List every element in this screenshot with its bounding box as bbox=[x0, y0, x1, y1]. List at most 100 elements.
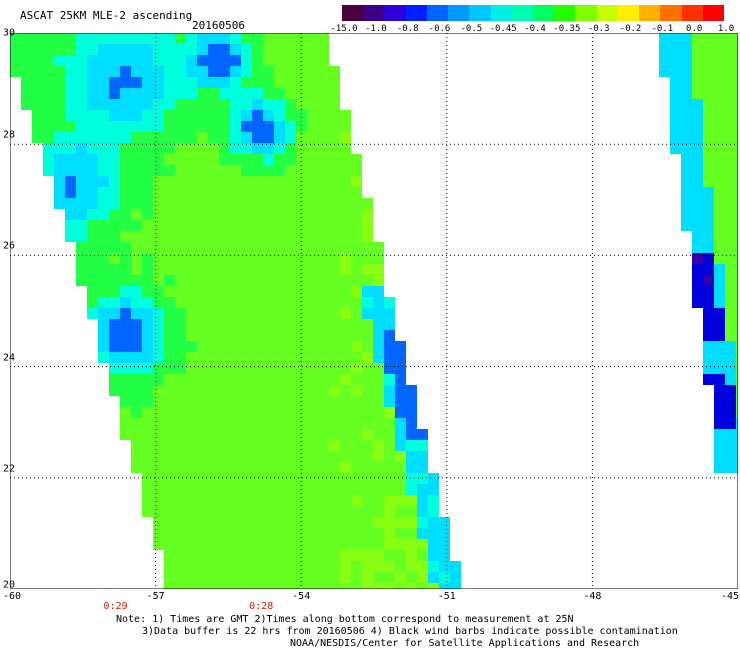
swath-cell bbox=[318, 121, 329, 132]
swath-cell bbox=[384, 473, 395, 484]
swath-cell bbox=[230, 66, 241, 77]
swath-cell bbox=[417, 495, 428, 506]
swath-cell bbox=[395, 396, 406, 407]
swath-cell bbox=[285, 429, 296, 440]
swath-cell bbox=[109, 242, 120, 253]
swath-cell bbox=[153, 242, 164, 253]
swath-cell bbox=[274, 275, 285, 286]
swath-cell bbox=[186, 33, 197, 44]
swath-cell bbox=[109, 220, 120, 231]
swath-cell bbox=[87, 66, 98, 77]
swath-cell bbox=[87, 44, 98, 55]
swath-cell bbox=[197, 33, 208, 44]
swath-cell bbox=[175, 198, 186, 209]
swath-cell bbox=[164, 319, 175, 330]
swath-cell bbox=[285, 374, 296, 385]
swath-cell bbox=[153, 231, 164, 242]
swath-cell bbox=[186, 495, 197, 506]
swath-cell bbox=[197, 99, 208, 110]
swath-cell bbox=[175, 165, 186, 176]
swath-cell bbox=[725, 319, 736, 330]
swath-cell bbox=[153, 121, 164, 132]
swath-cell bbox=[219, 396, 230, 407]
swath-cell bbox=[65, 110, 76, 121]
swath-cell bbox=[263, 33, 274, 44]
swath-cell bbox=[714, 132, 725, 143]
swath-cell bbox=[131, 308, 142, 319]
swath-cell bbox=[87, 143, 98, 154]
swath-cell bbox=[384, 506, 395, 517]
swath-cell bbox=[186, 297, 197, 308]
swath-cell bbox=[197, 352, 208, 363]
swath-cell bbox=[296, 407, 307, 418]
swath-cell bbox=[120, 187, 131, 198]
swath-cell bbox=[274, 363, 285, 374]
swath-cell bbox=[164, 506, 175, 517]
swath-cell bbox=[219, 154, 230, 165]
swath-cell bbox=[725, 396, 736, 407]
swath-cell bbox=[120, 330, 131, 341]
swath-cell bbox=[252, 297, 263, 308]
swath-cell bbox=[164, 176, 175, 187]
swath-cell bbox=[175, 55, 186, 66]
swath-cell bbox=[175, 77, 186, 88]
swath-cell bbox=[142, 165, 153, 176]
swath-cell bbox=[98, 154, 109, 165]
swath-cell bbox=[175, 319, 186, 330]
swath-cell bbox=[340, 143, 351, 154]
swath-cell bbox=[329, 352, 340, 363]
swath-cell bbox=[252, 583, 263, 589]
swath-cell bbox=[87, 220, 98, 231]
swath-cell bbox=[208, 110, 219, 121]
swath-cell bbox=[43, 154, 54, 165]
swath-cell bbox=[186, 352, 197, 363]
swath-cell bbox=[340, 396, 351, 407]
swath-cell bbox=[87, 198, 98, 209]
swath-cell bbox=[186, 176, 197, 187]
swath-cell bbox=[714, 66, 725, 77]
swath-cell bbox=[307, 561, 318, 572]
swath-cell bbox=[725, 330, 736, 341]
swath-cell bbox=[109, 132, 120, 143]
swath-cell bbox=[373, 528, 384, 539]
swath-cell bbox=[329, 121, 340, 132]
swath-cell bbox=[736, 198, 738, 209]
swath-cell bbox=[736, 341, 738, 352]
swath-cell bbox=[230, 462, 241, 473]
swath-cell bbox=[362, 484, 373, 495]
swath-cell bbox=[681, 66, 692, 77]
swath-cell bbox=[175, 473, 186, 484]
swath-cell bbox=[274, 561, 285, 572]
swath-cell bbox=[384, 539, 395, 550]
swath-cell bbox=[285, 231, 296, 242]
swath-cell bbox=[175, 572, 186, 583]
swath-cell bbox=[340, 264, 351, 275]
swath-cell bbox=[307, 495, 318, 506]
swath-cell bbox=[208, 396, 219, 407]
swath-cell bbox=[681, 176, 692, 187]
swath-cell bbox=[252, 77, 263, 88]
swath-cell bbox=[120, 220, 131, 231]
swath-cell bbox=[175, 484, 186, 495]
swath-cell bbox=[76, 220, 87, 231]
swath-cell bbox=[142, 33, 153, 44]
swath-cell bbox=[10, 55, 21, 66]
swath-cell bbox=[87, 264, 98, 275]
swath-cell bbox=[373, 561, 384, 572]
swath-cell bbox=[186, 242, 197, 253]
swath-cell bbox=[351, 429, 362, 440]
swath-cell bbox=[736, 99, 738, 110]
swath-cell bbox=[241, 528, 252, 539]
swath-cell bbox=[208, 143, 219, 154]
swath-cell bbox=[142, 374, 153, 385]
swath-cell bbox=[142, 121, 153, 132]
swath-cell bbox=[373, 583, 384, 589]
swath-cell bbox=[406, 396, 417, 407]
swath-cell bbox=[714, 319, 725, 330]
swath-cell bbox=[318, 44, 329, 55]
swath-cell bbox=[109, 253, 120, 264]
swath-cell bbox=[175, 374, 186, 385]
swath-cell bbox=[32, 132, 43, 143]
swath-cell bbox=[274, 44, 285, 55]
swath-cell bbox=[692, 297, 703, 308]
